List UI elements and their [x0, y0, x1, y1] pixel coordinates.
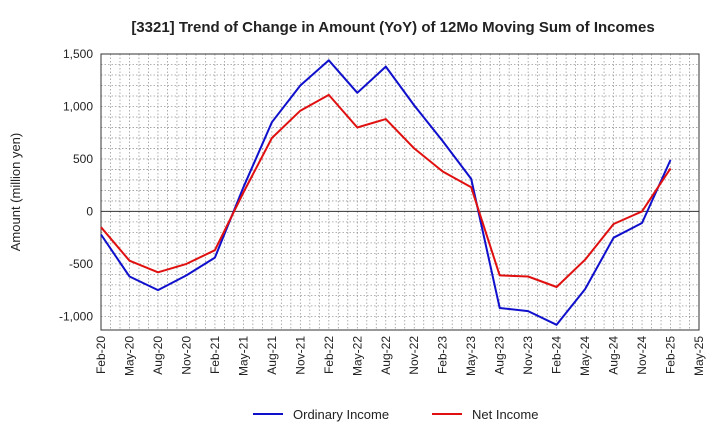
x-tick-label: Aug-22 [379, 336, 393, 375]
x-tick-label: Aug-24 [607, 336, 621, 375]
x-tick-label: Nov-21 [293, 336, 307, 375]
x-tick-label: Feb-24 [550, 336, 564, 374]
y-tick-label: -1,000 [59, 309, 93, 323]
x-tick-label: Feb-20 [94, 336, 108, 374]
y-tick-label: 0 [86, 204, 93, 218]
y-tick-label: 1,000 [63, 99, 93, 113]
x-tick-label: Feb-23 [436, 336, 450, 374]
y-tick-labels: 1,500 1,000 500 0 -500 -1,000 [59, 47, 93, 323]
y-tick-label: 500 [73, 152, 93, 166]
plot-frame [100, 53, 700, 331]
x-tick-label: Nov-24 [635, 336, 649, 375]
legend: Ordinary Income Net Income [253, 407, 538, 422]
x-tick-label: Feb-22 [322, 336, 336, 374]
legend-label: Ordinary Income [293, 407, 389, 422]
x-tick-labels: Feb-20 May-20 Aug-20 Nov-20 Feb-21 May-21 Aug-… [94, 336, 706, 376]
x-tick-label: May-22 [350, 336, 364, 376]
x-tick-label: May-24 [578, 336, 592, 376]
x-tick-label: Aug-21 [265, 336, 279, 375]
grid [101, 54, 699, 330]
x-tick-label: May-21 [236, 336, 250, 376]
y-axis-label: Amount (million yen) [8, 133, 23, 252]
legend-label: Net Income [472, 407, 538, 422]
series-line-ordinary-income [100, 59, 672, 326]
x-tick-label: Feb-25 [664, 336, 678, 374]
series-lines [100, 59, 672, 326]
x-tick-label: Aug-20 [151, 336, 165, 375]
x-tick-label: Nov-22 [407, 336, 421, 375]
x-tick-label: May-20 [122, 336, 136, 376]
x-tick-label: Feb-21 [208, 336, 222, 374]
x-tick-label: May-25 [692, 336, 706, 376]
y-tick-label: -500 [69, 257, 93, 271]
x-tick-label: Nov-23 [521, 336, 535, 375]
x-tick-label: Aug-23 [493, 336, 507, 375]
x-tick-label: Nov-20 [179, 336, 193, 375]
chart-title: [3321] Trend of Change in Amount (YoY) o… [131, 19, 654, 36]
y-tick-label: 1,500 [63, 47, 93, 61]
series-line-net-income [100, 93, 672, 288]
x-tick-label: May-23 [464, 336, 478, 376]
